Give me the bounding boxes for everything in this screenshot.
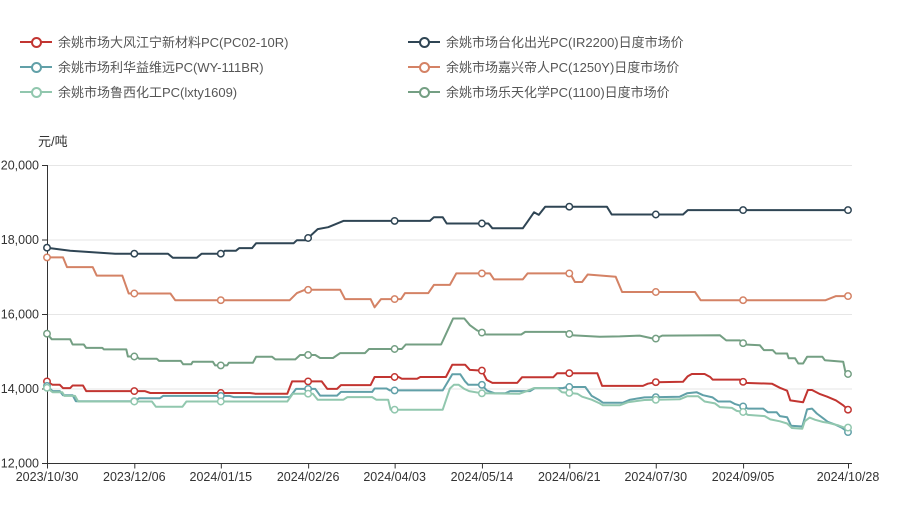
series-marker xyxy=(651,210,660,219)
series-marker xyxy=(390,386,399,395)
legend-item-label: 余姚市场乐天化学PC(1100)日度市场价 xyxy=(446,85,670,100)
series-marker xyxy=(43,383,51,392)
y-axis-label: 12,000 xyxy=(1,457,39,471)
series-marker xyxy=(216,361,225,370)
series-marker xyxy=(739,206,748,215)
series-marker xyxy=(739,377,748,386)
series-marker xyxy=(390,345,399,353)
series-marker xyxy=(477,389,486,398)
series-marker xyxy=(477,328,486,337)
line-circle-marker-icon xyxy=(20,60,52,74)
legend-item-letianhuaxue[interactable]: 余姚市场乐天化学PC(1100)日度市场价 xyxy=(408,79,684,104)
series-marker xyxy=(477,380,486,389)
series-marker xyxy=(390,373,399,381)
series-marker xyxy=(304,377,313,386)
legend-item-label: 余姚市场鲁西化工PC(lxty1609) xyxy=(58,85,238,100)
series-marker xyxy=(651,288,660,296)
x-axis-label: 2024/01/15 xyxy=(190,470,253,484)
legend-item-jiaxingdiren[interactable]: 余姚市场嘉兴帝人PC(1250Y)日度市场价 xyxy=(408,54,684,79)
series-line-1 xyxy=(46,205,849,259)
series-marker xyxy=(304,285,313,294)
x-axis-label: 2023/12/06 xyxy=(103,470,166,484)
line-circle-marker-icon xyxy=(20,35,52,49)
series-marker xyxy=(651,334,660,343)
series-marker xyxy=(844,370,852,378)
series-marker xyxy=(565,202,574,211)
series-marker xyxy=(216,397,225,406)
legend-item-label: 余姚市场利华益维远PC(WY-111BR) xyxy=(58,60,264,75)
legend-item-luxihuagong[interactable]: 余姚市场鲁西化工PC(lxty1609) xyxy=(20,79,408,104)
x-axis-label: 2024/07/30 xyxy=(624,470,687,484)
x-axis-label: 2023/10/30 xyxy=(16,470,79,484)
series-marker xyxy=(844,292,852,301)
legend-item-label: 余姚市场大风江宁新材料PC(PC02-10R) xyxy=(58,35,289,50)
series-marker xyxy=(43,243,51,252)
x-axis-label: 2024/09/05 xyxy=(712,470,775,484)
x-axis-label: 2024/05/14 xyxy=(451,470,514,484)
series-line-3 xyxy=(46,256,849,309)
series-marker xyxy=(304,234,313,242)
series-marker xyxy=(565,388,574,397)
line-circle-marker-icon xyxy=(408,85,440,99)
series-marker xyxy=(304,389,313,398)
x-axis-label: 2024/06/21 xyxy=(538,470,601,484)
line-circle-marker-icon xyxy=(408,60,440,74)
x-axis-label: 2024/02/26 xyxy=(277,470,340,484)
series-marker xyxy=(565,369,574,378)
series-marker xyxy=(651,395,660,404)
x-axis-label: 2024/04/03 xyxy=(363,470,426,484)
series-line-2 xyxy=(46,373,849,434)
series-marker xyxy=(130,249,139,258)
series-marker xyxy=(739,408,748,416)
series-marker xyxy=(477,219,486,228)
series-marker xyxy=(390,216,399,225)
chart-legend: 余姚市场大风江宁新材料PC(PC02-10R) 余姚市场台化出光PC(IR220… xyxy=(20,29,684,104)
series-line-4 xyxy=(46,383,849,430)
series-marker xyxy=(844,423,852,432)
series-marker xyxy=(130,289,139,298)
series-marker xyxy=(304,351,313,359)
line-circle-marker-icon xyxy=(20,85,52,99)
series-marker xyxy=(390,405,399,414)
y-axis-label: 20,000 xyxy=(1,159,39,173)
legend-item-lihuayiweiyuan[interactable]: 余姚市场利华益维远PC(WY-111BR) xyxy=(20,54,408,79)
series-marker xyxy=(739,339,748,348)
y-axis-label: 14,000 xyxy=(1,382,39,396)
legend-item-label: 余姚市场嘉兴帝人PC(1250Y)日度市场价 xyxy=(446,60,680,75)
legend-item-dafengjiangning[interactable]: 余姚市场大风江宁新材料PC(PC02-10R) xyxy=(20,29,408,54)
x-axis-label: 2024/10/28 xyxy=(817,470,880,484)
line-circle-marker-icon xyxy=(408,35,440,49)
series-marker xyxy=(130,387,139,396)
series-marker xyxy=(130,397,139,406)
series-marker xyxy=(565,330,574,338)
series-marker xyxy=(216,249,225,258)
series-marker xyxy=(565,269,574,278)
series-marker xyxy=(43,253,51,262)
series-marker xyxy=(43,329,51,338)
series-marker xyxy=(130,352,139,361)
y-axis-label: 16,000 xyxy=(1,308,39,322)
series-marker xyxy=(477,269,486,278)
series-marker xyxy=(844,206,852,215)
y-axis-unit-label: 元/吨 xyxy=(38,134,68,149)
series-marker xyxy=(844,405,852,414)
series-marker xyxy=(651,378,660,387)
series-marker xyxy=(739,296,748,305)
series-marker xyxy=(477,366,486,375)
legend-item-label: 余姚市场台化出光PC(IR2200)日度市场价 xyxy=(446,35,684,50)
series-marker xyxy=(216,296,225,305)
series-line-5 xyxy=(46,317,849,375)
series-marker xyxy=(390,295,399,304)
y-axis-label: 18,000 xyxy=(1,233,39,247)
series-line-0 xyxy=(46,363,849,411)
legend-item-taihuachuguang[interactable]: 余姚市场台化出光PC(IR2200)日度市场价 xyxy=(408,29,684,54)
